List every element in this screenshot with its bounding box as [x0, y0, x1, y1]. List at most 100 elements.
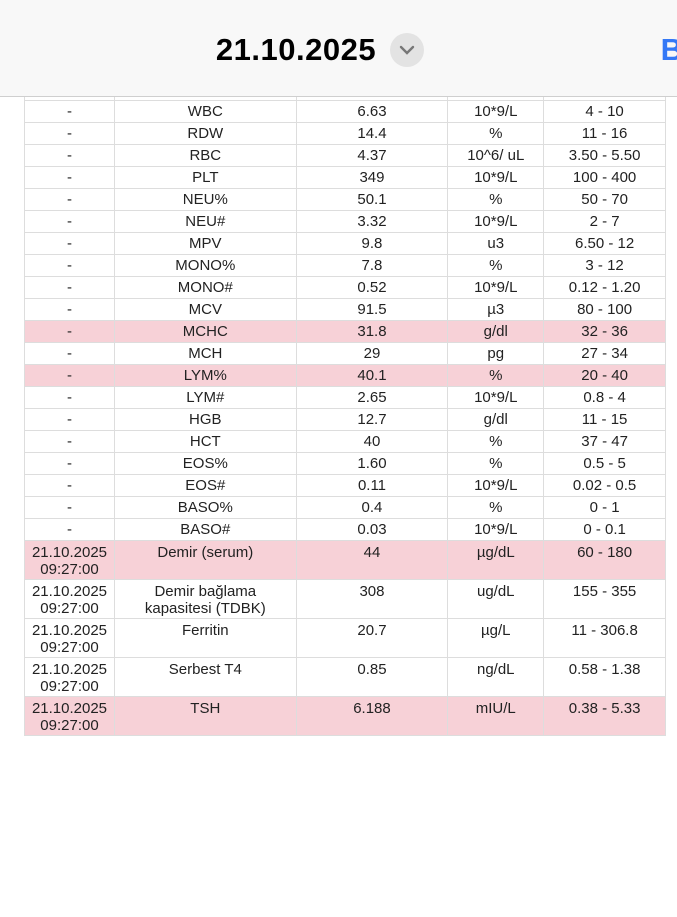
date-cell: - — [24, 408, 115, 431]
test-cell: MONO% — [113, 254, 297, 277]
unit-cell: 10*9/L — [447, 210, 545, 233]
date-cell: 21.10.2025 09:27:00 — [24, 657, 115, 697]
range-cell: 11 - 16 — [543, 122, 666, 145]
date-cell: - — [24, 166, 115, 189]
date-cell: - — [24, 320, 115, 343]
date-cell: - — [24, 298, 115, 321]
value-cell: 3.32 — [295, 210, 449, 233]
date-cell: - — [24, 364, 115, 387]
range-cell: 2 - 7 — [543, 210, 666, 233]
test-cell: Ferritin — [113, 618, 297, 658]
table-row: - RDW 14.4% 11 - 16 — [24, 122, 666, 145]
range-cell: 0.02 - 0.5 — [543, 474, 666, 497]
value-cell: 20.7 — [295, 618, 449, 658]
range-cell: 0.38 - 5.33 — [543, 696, 666, 736]
date-cell: - — [24, 276, 115, 299]
test-cell: MCHC — [113, 320, 297, 343]
table-row: - EOS% 1.60% 0.5 - 5 — [24, 452, 666, 475]
date-cell: - — [24, 474, 115, 497]
value-cell: 91.5 — [295, 298, 449, 321]
range-cell: 6.50 - 12 — [543, 232, 666, 255]
value-cell: 14.4 — [295, 122, 449, 145]
table-row: - MONO# 0.52 10*9/L 0.12 - 1.20 — [24, 276, 666, 299]
unit-cell: µg/dL — [447, 540, 545, 580]
date-cell: - — [24, 452, 115, 475]
test-cell: EOS# — [113, 474, 297, 497]
chevron-down-icon[interactable] — [390, 32, 425, 67]
date-cell: - — [24, 232, 115, 255]
date-cell: - — [24, 210, 115, 233]
unit-cell: % — [447, 452, 545, 475]
unit-cell: 10*9/L — [447, 100, 545, 123]
lab-results-table: - WBC 6.63 10*9/L 4 - 10- RDW 14.4% 11 - 16- RBC… — [24, 96, 666, 736]
value-cell: 0.11 — [295, 474, 449, 497]
table-row: - MCH 29 pg 27 - 34 — [24, 342, 666, 365]
test-cell: EOS% — [113, 452, 297, 475]
test-cell: Serbest T4 — [113, 657, 297, 697]
table-row: - HGB 12.7 g/dl 11 - 15 — [24, 408, 666, 431]
table-row: - RBC 4.37 10^6/ uL 3.50 - 5.50 — [24, 144, 666, 167]
date-cell: - — [24, 496, 115, 519]
table-row: - LYM# 2.65 10*9/L 0.8 - 4 — [24, 386, 666, 409]
unit-cell: 10*9/L — [447, 386, 545, 409]
unit-cell: 10*9/L — [447, 276, 545, 299]
test-cell: MCH — [113, 342, 297, 365]
table-row: - EOS# 0.11 10*9/L 0.02 - 0.5 — [24, 474, 666, 497]
table-row: 21.10.2025 09:27:00 Serbest T4 0.85 ng/dL 0.5… — [24, 657, 666, 697]
value-cell: 40 — [295, 430, 449, 453]
date-cell: - — [24, 188, 115, 211]
range-cell: 0.5 - 5 — [543, 452, 666, 475]
range-cell: 3.50 - 5.50 — [543, 144, 666, 167]
range-cell: 155 - 355 — [543, 579, 666, 619]
table-row: 21.10.2025 09:27:00 Demir bağlama kapasites… — [24, 579, 666, 619]
value-cell: 50.1 — [295, 188, 449, 211]
test-cell: LYM% — [113, 364, 297, 387]
date-cell: - — [24, 342, 115, 365]
nav-button-right[interactable]: B — [660, 32, 677, 67]
test-cell: NEU# — [113, 210, 297, 233]
test-cell: Demir bağlama kapasitesi (TDBK) — [113, 579, 297, 619]
table-row: - WBC 6.63 10*9/L 4 - 10 — [24, 100, 666, 123]
table-row: 21.10.2025 09:27:00 Ferritin 20.7 µg/L 11 - 3… — [24, 618, 666, 658]
test-cell: PLT — [113, 166, 297, 189]
range-cell: 4 - 10 — [543, 100, 666, 123]
table-row: - LYM% 40.1% 20 - 40 — [24, 364, 666, 387]
value-cell: 29 — [295, 342, 449, 365]
date-cell: - — [24, 518, 115, 541]
test-cell: MPV — [113, 232, 297, 255]
date-cell: - — [24, 100, 115, 123]
value-cell: 9.8 — [295, 232, 449, 255]
unit-cell: u3 — [447, 232, 545, 255]
value-cell: 2.65 — [295, 386, 449, 409]
table-row: - HCT 40% 37 - 47 — [24, 430, 666, 453]
test-cell: NEU% — [113, 188, 297, 211]
value-cell: 308 — [295, 579, 449, 619]
test-cell: BASO% — [113, 496, 297, 519]
range-cell: 0.58 - 1.38 — [543, 657, 666, 697]
top-bar: 21.10.2025 B — [0, 0, 677, 97]
date-cell: 21.10.2025 09:27:00 — [24, 579, 115, 619]
value-cell: 349 — [295, 166, 449, 189]
date-cell: 21.10.2025 09:27:00 — [24, 696, 115, 736]
value-cell: 6.188 — [295, 696, 449, 736]
unit-cell: 10*9/L — [447, 474, 545, 497]
range-cell: 11 - 306.8 — [543, 618, 666, 658]
value-cell: 0.85 — [295, 657, 449, 697]
value-cell: 1.60 — [295, 452, 449, 475]
range-cell: 37 - 47 — [543, 430, 666, 453]
table-row: - MPV 9.8 u3 6.50 - 12 — [24, 232, 666, 255]
range-cell: 60 - 180 — [543, 540, 666, 580]
table-row: - BASO% 0.4% 0 - 1 — [24, 496, 666, 519]
unit-cell: % — [447, 364, 545, 387]
date-cell: 21.10.2025 09:27:00 — [24, 618, 115, 658]
range-cell: 32 - 36 — [543, 320, 666, 343]
test-cell: MCV — [113, 298, 297, 321]
date-cell: - — [24, 122, 115, 145]
range-cell: 50 - 70 — [543, 188, 666, 211]
test-cell: RDW — [113, 122, 297, 145]
date-title[interactable]: 21.10.2025 — [0, 30, 640, 68]
unit-cell: g/dl — [447, 320, 545, 343]
unit-cell: % — [447, 188, 545, 211]
value-cell: 44 — [295, 540, 449, 580]
test-cell: RBC — [113, 144, 297, 167]
